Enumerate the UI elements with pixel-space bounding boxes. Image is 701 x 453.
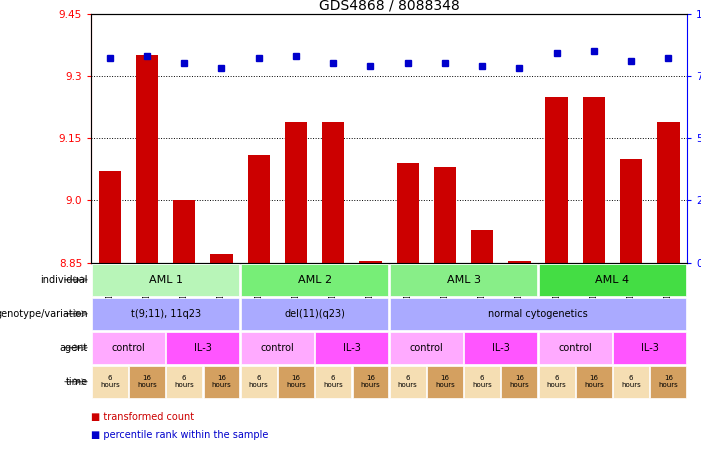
Bar bbox=[545, 96, 568, 263]
Text: individual: individual bbox=[40, 275, 88, 285]
Text: normal cytogenetics: normal cytogenetics bbox=[488, 308, 588, 319]
Text: 16
hours: 16 hours bbox=[212, 375, 231, 388]
Text: genotype/variation: genotype/variation bbox=[0, 308, 88, 319]
Bar bbox=[471, 230, 494, 263]
Text: 6
hours: 6 hours bbox=[547, 375, 566, 388]
Text: del(11)(q23): del(11)(q23) bbox=[284, 308, 345, 319]
Bar bbox=[434, 167, 456, 263]
Text: ■ transformed count: ■ transformed count bbox=[91, 412, 194, 422]
Bar bbox=[285, 121, 307, 263]
Text: control: control bbox=[111, 342, 145, 353]
Text: ■ percentile rank within the sample: ■ percentile rank within the sample bbox=[91, 430, 268, 440]
Bar bbox=[508, 260, 531, 263]
Text: 16
hours: 16 hours bbox=[435, 375, 455, 388]
Text: AML 2: AML 2 bbox=[297, 275, 332, 285]
Text: 6
hours: 6 hours bbox=[175, 375, 194, 388]
Text: 6
hours: 6 hours bbox=[621, 375, 641, 388]
Text: 16
hours: 16 hours bbox=[360, 375, 381, 388]
Text: 6
hours: 6 hours bbox=[100, 375, 120, 388]
Text: AML 1: AML 1 bbox=[149, 275, 183, 285]
Bar bbox=[397, 163, 419, 263]
Text: 16
hours: 16 hours bbox=[584, 375, 604, 388]
Text: control: control bbox=[261, 342, 294, 353]
Bar bbox=[658, 121, 679, 263]
Bar bbox=[360, 261, 381, 263]
Text: IL-3: IL-3 bbox=[343, 342, 361, 353]
Text: IL-3: IL-3 bbox=[641, 342, 659, 353]
Text: AML 4: AML 4 bbox=[595, 275, 629, 285]
Text: 16
hours: 16 hours bbox=[286, 375, 306, 388]
Bar bbox=[136, 55, 158, 263]
Text: 16
hours: 16 hours bbox=[510, 375, 529, 388]
Bar bbox=[583, 96, 605, 263]
Text: t(9;11), 11q23: t(9;11), 11q23 bbox=[130, 308, 200, 319]
Text: 16
hours: 16 hours bbox=[658, 375, 679, 388]
Text: 6
hours: 6 hours bbox=[323, 375, 343, 388]
Bar bbox=[322, 121, 344, 263]
Text: 6
hours: 6 hours bbox=[472, 375, 492, 388]
Bar bbox=[99, 171, 121, 263]
Text: control: control bbox=[559, 342, 592, 353]
Bar bbox=[173, 200, 196, 263]
Text: control: control bbox=[409, 342, 443, 353]
Text: 16
hours: 16 hours bbox=[137, 375, 157, 388]
Text: time: time bbox=[65, 376, 88, 387]
Text: 6
hours: 6 hours bbox=[249, 375, 268, 388]
Title: GDS4868 / 8088348: GDS4868 / 8088348 bbox=[319, 0, 459, 12]
Bar bbox=[247, 155, 270, 263]
Bar bbox=[210, 255, 233, 263]
Text: IL-3: IL-3 bbox=[194, 342, 212, 353]
Bar bbox=[620, 159, 642, 263]
Text: 6
hours: 6 hours bbox=[397, 375, 418, 388]
Text: agent: agent bbox=[60, 342, 88, 353]
Text: IL-3: IL-3 bbox=[492, 342, 510, 353]
Text: AML 3: AML 3 bbox=[447, 275, 481, 285]
